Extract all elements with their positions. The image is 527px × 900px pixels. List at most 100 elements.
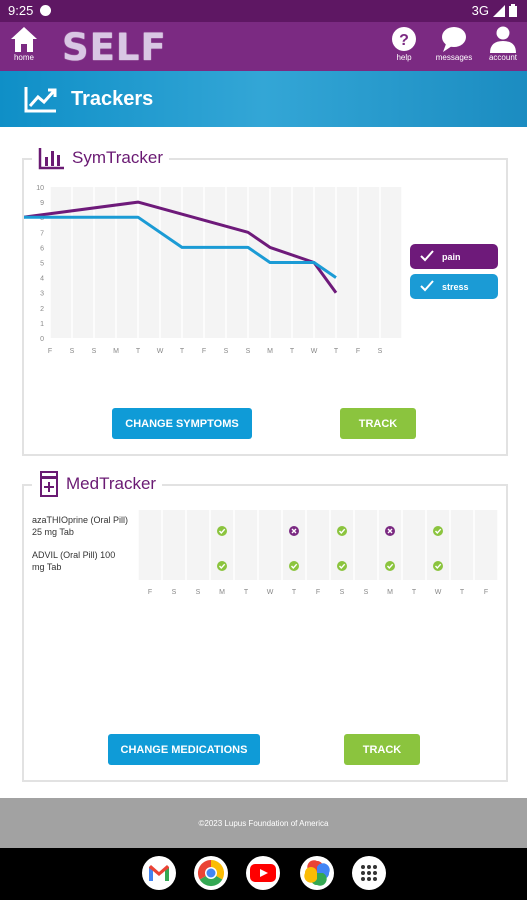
medtracker-heading: MedTracker — [32, 471, 163, 497]
chrome-icon — [197, 859, 225, 887]
taken-check-icon[interactable] — [433, 526, 443, 536]
legend-item-pain[interactable]: pain — [410, 244, 498, 269]
taken-check-icon[interactable] — [433, 561, 443, 571]
account-label: account — [488, 53, 518, 62]
messages-icon — [442, 27, 466, 52]
legend-item-stress[interactable]: stress — [410, 274, 498, 299]
taken-check-icon[interactable] — [217, 561, 227, 571]
x-tick-label: F — [356, 348, 360, 355]
youtube-app[interactable] — [246, 856, 280, 890]
missed-x-icon[interactable] — [289, 526, 299, 536]
pill-bottle-icon — [40, 471, 58, 497]
self-logo: SELF — [62, 26, 167, 69]
status-bar: 9:25 3G — [0, 0, 527, 22]
check-icon — [420, 280, 434, 292]
missed-x-icon[interactable] — [385, 526, 395, 536]
medtracker-card: azaTHIOprine (Oral Pill) 25 mg Tab ADVIL… — [22, 484, 508, 782]
help-icon: ? — [392, 27, 416, 51]
x-tick-label: F — [202, 348, 206, 355]
help-button[interactable]: ? help — [390, 25, 418, 62]
photos-app[interactable] — [300, 856, 334, 890]
x-tick-label: T — [334, 348, 339, 355]
y-tick-label: 3 — [40, 291, 44, 298]
x-tick-label: M — [267, 348, 273, 355]
med-name-1: ADVIL (Oral Pill) 100 mg Tab — [32, 550, 116, 572]
x-tick-label: T — [290, 348, 295, 355]
symtracker-heading: SymTracker — [32, 146, 169, 170]
page-title: Trackers — [71, 88, 154, 110]
footer: ©2023 Lupus Foundation of America — [0, 798, 527, 848]
network-type: 3G — [471, 3, 489, 18]
taken-check-icon[interactable] — [289, 561, 299, 571]
x-tick-label: W — [311, 348, 318, 355]
page-header: Trackers — [0, 71, 527, 127]
y-tick-label: 10 — [36, 185, 44, 192]
medication-track-button[interactable]: TRACK — [344, 734, 420, 765]
day-label: S — [364, 589, 369, 596]
symtracker-title: SymTracker — [72, 148, 163, 167]
gmail-icon — [149, 865, 169, 881]
x-tick-label: M — [113, 348, 119, 355]
y-tick-label: 4 — [40, 276, 44, 283]
x-tick-label: S — [378, 348, 383, 355]
day-label: T — [460, 589, 465, 596]
symptom-track-button[interactable]: TRACK — [340, 408, 416, 439]
trending-up-icon — [24, 87, 57, 113]
series-line-pain — [24, 200, 338, 294]
day-label: T — [244, 589, 249, 596]
photos-icon — [304, 860, 330, 886]
battery-icon — [509, 4, 517, 17]
signal-icon — [493, 4, 505, 17]
y-tick-label: 6 — [40, 245, 44, 252]
app-drawer[interactable] — [352, 856, 386, 890]
taken-check-icon[interactable] — [217, 526, 227, 536]
med-grid-area — [138, 510, 498, 580]
y-tick-label: 7 — [40, 230, 44, 237]
day-label: W — [267, 589, 274, 596]
day-label: M — [219, 589, 225, 596]
home-button[interactable]: home — [9, 25, 39, 62]
account-icon — [490, 26, 516, 53]
taken-check-icon[interactable] — [337, 526, 347, 536]
x-tick-label: F — [48, 348, 52, 355]
x-tick-label: S — [70, 348, 75, 355]
status-time: 9:25 — [8, 3, 34, 18]
messages-button[interactable]: messages — [434, 25, 474, 62]
chrome-app[interactable] — [194, 856, 228, 890]
account-button[interactable]: account — [486, 25, 520, 62]
check-icon — [420, 250, 434, 262]
taken-check-icon[interactable] — [385, 561, 395, 571]
day-label: T — [412, 589, 417, 596]
svg-text:?: ? — [399, 32, 409, 49]
day-label: F — [148, 589, 152, 596]
home-icon — [11, 27, 37, 52]
y-tick-label: 5 — [40, 261, 44, 268]
x-tick-label: W — [157, 348, 164, 355]
day-label: F — [316, 589, 320, 596]
x-tick-label: S — [224, 348, 229, 355]
copyright-text: ©2023 Lupus Foundation of America — [198, 819, 329, 828]
day-label: W — [435, 589, 442, 596]
day-label: M — [387, 589, 393, 596]
messages-label: messages — [435, 53, 473, 62]
day-label: S — [340, 589, 345, 596]
change-symptoms-button[interactable]: CHANGE SYMPTOMS — [112, 408, 252, 439]
taken-check-icon[interactable] — [337, 561, 347, 571]
app-bar: home SELF ? help messages account — [0, 22, 527, 71]
x-tick-label: T — [136, 348, 141, 355]
med-name-0: azaTHIOprine (Oral Pill) 25 mg Tab — [32, 515, 129, 537]
gmail-app[interactable] — [142, 856, 176, 890]
y-tick-label: 0 — [40, 336, 44, 343]
change-medications-button[interactable]: CHANGE MEDICATIONS — [108, 734, 260, 765]
x-tick-label: T — [180, 348, 185, 355]
home-label: home — [13, 53, 34, 62]
day-label: S — [196, 589, 201, 596]
x-tick-label: S — [246, 348, 251, 355]
youtube-icon — [250, 864, 276, 882]
y-tick-label: 1 — [40, 321, 44, 328]
series-line-stress — [24, 215, 337, 279]
day-label: F — [484, 589, 488, 596]
bar-chart-icon — [38, 148, 64, 170]
app-drawer-icon — [361, 865, 377, 881]
